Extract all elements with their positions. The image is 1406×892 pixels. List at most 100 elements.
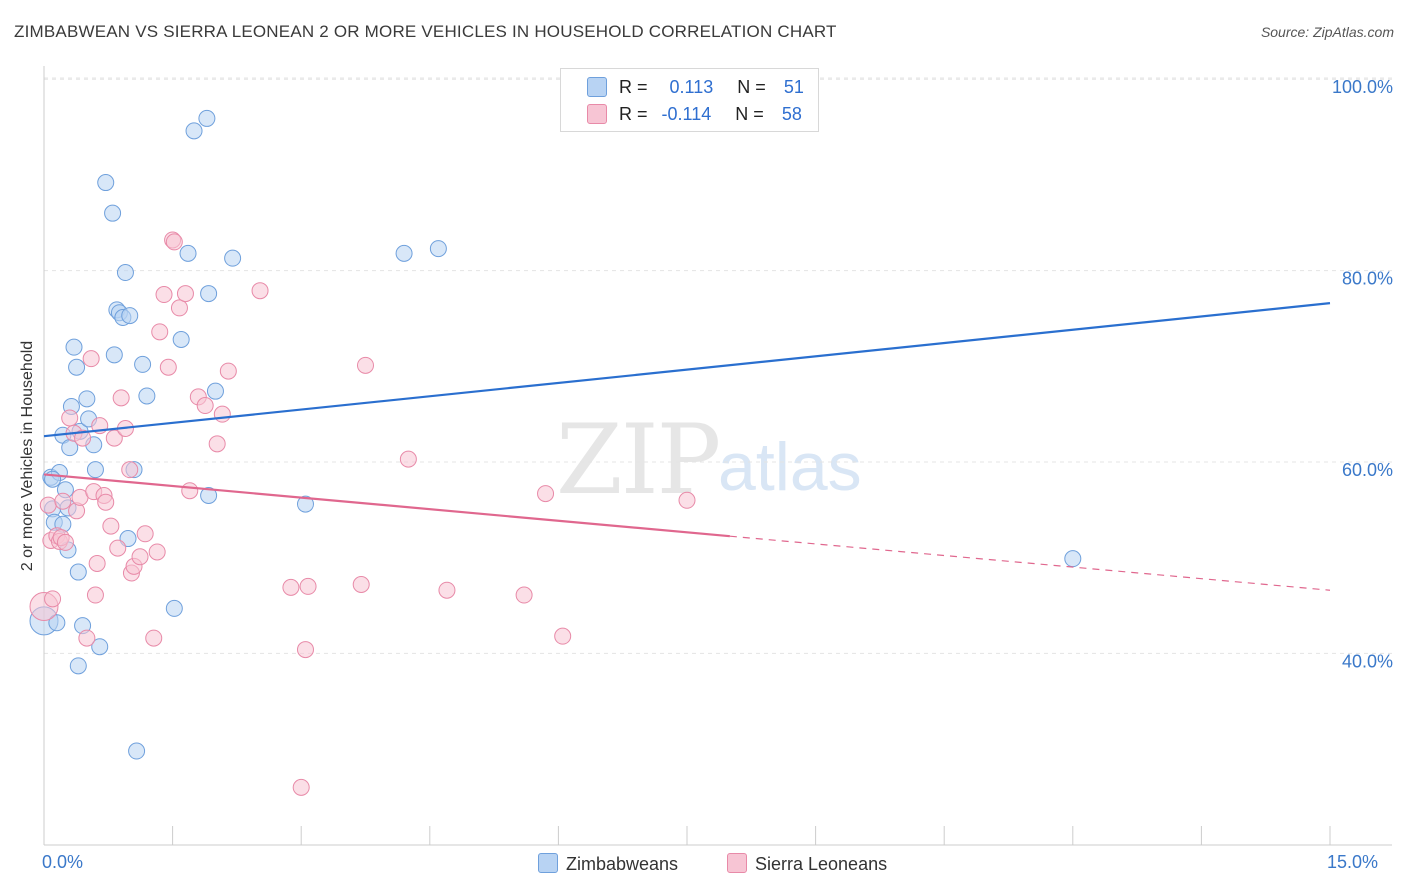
sierra-leonean-point	[61, 409, 79, 427]
legend-n-value: 51	[783, 77, 804, 97]
zimbabwean-point	[200, 486, 218, 504]
sierra-leonean-point	[196, 397, 214, 415]
sierra-leonean-point	[219, 362, 237, 380]
sierra-leonean-point	[136, 525, 154, 543]
zimbabwean-point	[206, 382, 224, 400]
zimbabwean-point	[48, 614, 66, 632]
sierra-leonean-point	[145, 629, 163, 647]
zimbabwean-point	[429, 240, 447, 258]
zimbabwean-point	[116, 264, 134, 282]
legend-label: Sierra Leoneans	[755, 854, 888, 874]
chart-title: ZIMBABWEAN VS SIERRA LEONEAN 2 OR MORE V…	[14, 22, 837, 41]
zimbabwean-point	[78, 390, 96, 408]
legend-n-label: N =	[735, 104, 764, 124]
sierra-leonean-point	[102, 517, 120, 535]
zimbabwean-point	[134, 355, 152, 373]
sierra-leonean-point	[97, 493, 115, 511]
legend-swatch-blue	[587, 77, 607, 97]
sierra-leonean-point	[86, 586, 104, 604]
legend-r-value: -0.114	[661, 104, 712, 124]
zimbabwean-point	[172, 331, 190, 349]
legend-swatch-pink	[587, 104, 607, 124]
sierra-leonean-point	[292, 778, 310, 796]
legend-r-value: 0.113	[669, 77, 714, 97]
legend-r-label: R =	[619, 77, 648, 97]
zimbabwean-point	[65, 338, 83, 356]
zimbabwean-point	[179, 244, 197, 262]
stats-legend: R = 0.113 N = 51 R = -0.114 N = 58	[560, 68, 819, 132]
sierra-leonean-point	[213, 405, 231, 423]
zimbabwean-point	[69, 563, 87, 581]
zimbabwean-point	[128, 742, 146, 760]
legend-label: Zimbabweans	[566, 854, 679, 874]
sierra-leonean-point	[151, 323, 169, 341]
sierra-leonean-point	[181, 482, 199, 500]
sierra-leonean-point	[74, 429, 92, 447]
legend-swatch-blue	[538, 853, 558, 873]
zimbabwean-point	[97, 174, 115, 192]
sierra-leonean-point	[399, 450, 417, 468]
zimbabwean-point	[68, 358, 86, 376]
sierra-leonean-point	[82, 350, 100, 368]
sierra-leonean-point	[251, 282, 269, 300]
chart-source: Source: ZipAtlas.com	[1260, 24, 1394, 40]
zimbabwean-point	[165, 599, 183, 617]
legend-n-label: N =	[737, 77, 766, 97]
sierra-leonean-point	[44, 590, 62, 608]
legend-r-label: R =	[619, 104, 648, 124]
zimbabwean-point	[200, 285, 218, 303]
sierra-leonean-point	[165, 233, 183, 251]
sierra-leonean-point	[155, 286, 173, 304]
sierra-leonean-point	[78, 629, 96, 647]
sierra-leonean-point	[554, 627, 572, 645]
sierra-leonean-point	[170, 299, 188, 317]
sierra-leonean-point	[515, 586, 533, 604]
sierra-leonean-point	[537, 485, 555, 503]
sierra-leonean-point	[176, 285, 194, 303]
sierra-leonean-point	[282, 578, 300, 596]
sierra-leonean-point	[121, 461, 139, 479]
sierra-leonean-point	[88, 554, 106, 572]
y-axis-label: 2 or more Vehicles in Household	[19, 340, 36, 572]
zimbabwean-point	[69, 657, 87, 675]
sierra-leonean-point	[39, 496, 57, 514]
sierra-leonean-point	[296, 641, 314, 659]
sierra-leonean-point	[109, 539, 127, 557]
sierra-leonean-point	[56, 533, 74, 551]
sierra-leonean-point	[352, 575, 370, 593]
y-tick-label: 100.0%	[1332, 77, 1393, 97]
x-tick-label-min: 0.0%	[42, 852, 84, 872]
y-tick-label: 60.0%	[1342, 460, 1393, 480]
y-tick-label: 80.0%	[1342, 269, 1393, 289]
sierra-leonean-point	[208, 435, 226, 453]
zimbabwean-point	[224, 249, 242, 267]
zimbabwean-point	[296, 495, 314, 513]
zimbabwean-point	[91, 638, 109, 656]
zimbabwean-point	[198, 109, 216, 127]
zimbabwean-trendline	[43, 302, 1331, 438]
zimbabwean-point	[86, 461, 104, 479]
zimbabwean-point	[105, 346, 123, 364]
sierra-leonean-point	[105, 429, 123, 447]
sierra-leonean-point	[131, 548, 149, 566]
sierra-leonean-point	[148, 543, 166, 561]
y-tick-label: 40.0%	[1342, 651, 1393, 671]
sierra-leonean-point	[54, 492, 72, 510]
sierra-leonean-point	[299, 577, 317, 595]
watermark-atlas: atlas	[718, 429, 862, 505]
sierra-leonean-point	[112, 389, 130, 407]
zimbabwean-point	[185, 122, 203, 140]
zimbabwean-point	[104, 204, 122, 222]
zimbabwean-point	[121, 307, 139, 325]
zimbabwean-point	[138, 387, 156, 405]
zimbabwean-point	[1064, 550, 1082, 568]
sierra-leonean-point	[438, 581, 456, 599]
legend-n-value: 58	[781, 104, 802, 124]
sierra-leonean-point	[678, 491, 696, 509]
sierra-leonean-trendline	[43, 473, 730, 538]
x-tick-label-max: 15.0%	[1327, 852, 1379, 872]
sierra-leonean-point	[357, 356, 374, 374]
zimbabwean-point	[395, 244, 413, 262]
sierra-leonean-trendline-extension	[729, 535, 1331, 591]
